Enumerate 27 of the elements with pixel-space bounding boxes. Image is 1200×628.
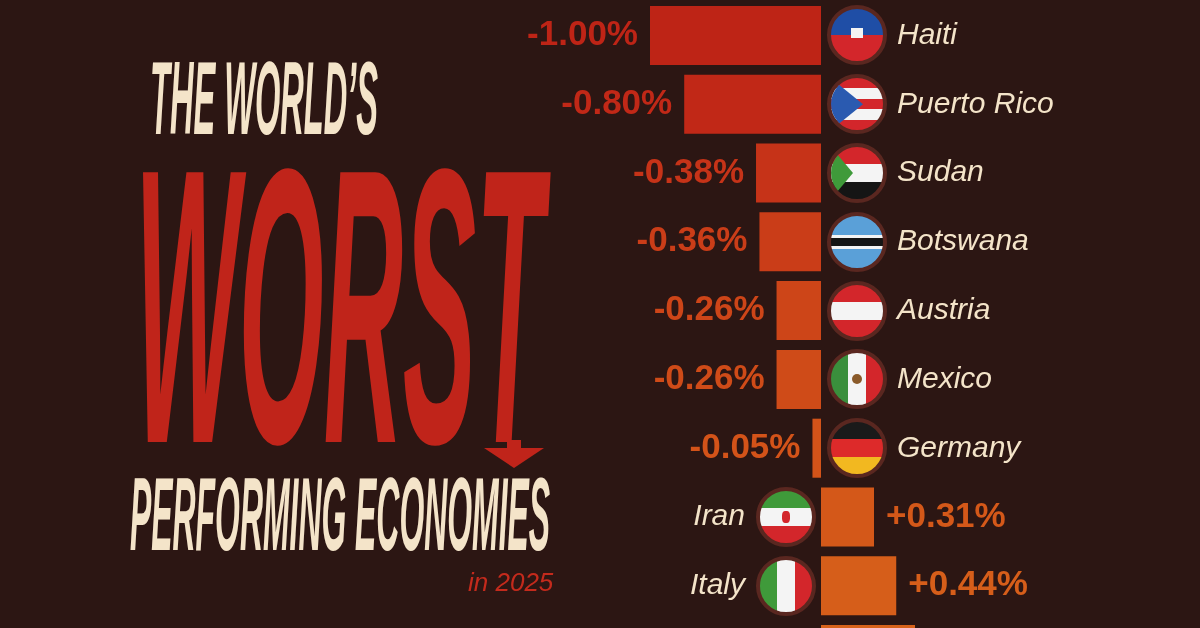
data-label: -0.26% [653,288,765,328]
y-tick-label: Sudan [897,154,984,188]
bar [776,281,821,341]
data-label: +0.31% [886,494,1006,534]
y-tick-label: Botswana [897,223,1029,257]
text: in 2025 [468,567,554,597]
y-tick-label: Puerto Rico [897,85,1054,119]
data-label: -0.05% [689,425,801,465]
bar [821,487,875,547]
data-label: -0.26% [653,357,765,397]
bar [650,5,821,65]
y-tick-label: Germany [897,429,1023,463]
data-label: -0.36% [636,219,748,259]
bar [812,418,821,478]
y-tick-label: Mexico [897,360,993,394]
data-label: -0.38% [633,150,745,190]
bar [821,556,897,616]
y-tick-label: Italy [689,567,747,601]
bar [776,349,821,409]
bar [684,74,821,134]
y-tick-label: Austria [895,291,991,325]
y-tick-label: Iran [693,498,745,532]
bar [759,212,821,272]
y-tick-label: Haiti [897,16,959,50]
bar [756,143,821,203]
data-label: -0.80% [561,81,673,121]
data-label: +0.44% [908,563,1028,603]
